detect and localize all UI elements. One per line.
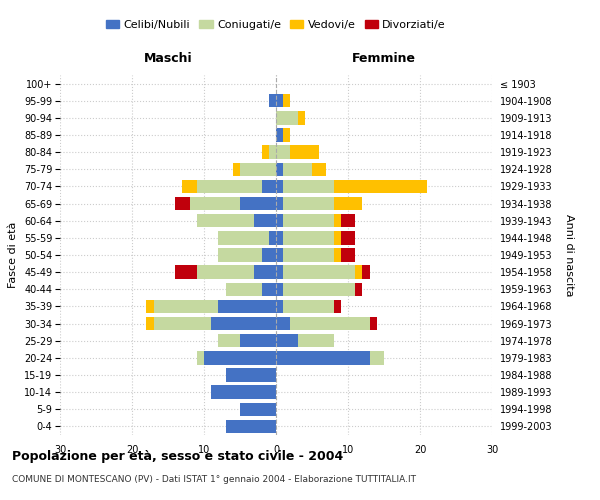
Bar [269,146,276,159]
Bar [276,146,290,159]
Text: Popolazione per età, sesso e stato civile - 2004: Popolazione per età, sesso e stato civil… [12,450,343,463]
Bar [312,162,326,176]
Bar [175,266,197,279]
Bar [218,231,269,244]
Bar [290,146,319,159]
Bar [218,300,276,313]
Bar [355,282,362,296]
Bar [298,334,334,347]
Bar [197,266,254,279]
Bar [211,386,276,399]
Bar [240,402,276,416]
Bar [240,334,276,347]
Bar [254,214,276,228]
Bar [226,282,262,296]
Bar [298,111,305,124]
Bar [154,300,218,313]
Bar [218,334,240,347]
Bar [276,214,283,228]
Bar [233,162,240,176]
Bar [190,197,240,210]
Bar [197,180,262,193]
Bar [197,214,254,228]
Bar [341,248,355,262]
Bar [334,197,362,210]
Bar [276,111,298,124]
Bar [334,300,341,313]
Bar [334,214,341,228]
Text: Maschi: Maschi [143,52,193,64]
Y-axis label: Anni di nascita: Anni di nascita [564,214,574,296]
Bar [341,231,355,244]
Bar [197,351,204,364]
Bar [276,282,283,296]
Y-axis label: Fasce di età: Fasce di età [8,222,19,288]
Bar [283,197,334,210]
Bar [276,248,283,262]
Bar [283,266,355,279]
Bar [240,162,276,176]
Bar [276,300,283,313]
Bar [334,248,341,262]
Bar [283,214,334,228]
Bar [154,317,211,330]
Bar [276,162,283,176]
Bar [362,266,370,279]
Bar [276,94,283,108]
Text: COMUNE DI MONTESCANO (PV) - Dati ISTAT 1° gennaio 2004 - Elaborazione TUTTITALIA: COMUNE DI MONTESCANO (PV) - Dati ISTAT 1… [12,475,416,484]
Bar [276,334,298,347]
Bar [240,197,276,210]
Bar [355,266,362,279]
Bar [370,351,384,364]
Bar [334,231,341,244]
Bar [290,317,370,330]
Bar [276,317,290,330]
Bar [283,300,334,313]
Bar [276,231,283,244]
Legend: Celibi/Nubili, Coniugati/e, Vedovi/e, Divorziati/e: Celibi/Nubili, Coniugati/e, Vedovi/e, Di… [101,16,451,34]
Bar [182,180,197,193]
Bar [175,197,190,210]
Bar [276,266,283,279]
Bar [146,317,154,330]
Bar [262,248,276,262]
Bar [269,231,276,244]
Bar [226,368,276,382]
Bar [146,300,154,313]
Bar [211,317,276,330]
Bar [254,266,276,279]
Bar [276,351,370,364]
Bar [276,197,283,210]
Bar [262,282,276,296]
Bar [334,180,427,193]
Bar [283,282,355,296]
Bar [283,180,334,193]
Text: Femmine: Femmine [352,52,416,64]
Bar [283,94,290,108]
Bar [269,94,276,108]
Bar [341,214,355,228]
Bar [276,180,283,193]
Bar [226,420,276,433]
Bar [276,128,283,141]
Bar [283,128,290,141]
Bar [204,351,276,364]
Bar [283,248,334,262]
Bar [283,231,334,244]
Bar [262,180,276,193]
Bar [218,248,262,262]
Bar [370,317,377,330]
Bar [283,162,312,176]
Bar [262,146,269,159]
